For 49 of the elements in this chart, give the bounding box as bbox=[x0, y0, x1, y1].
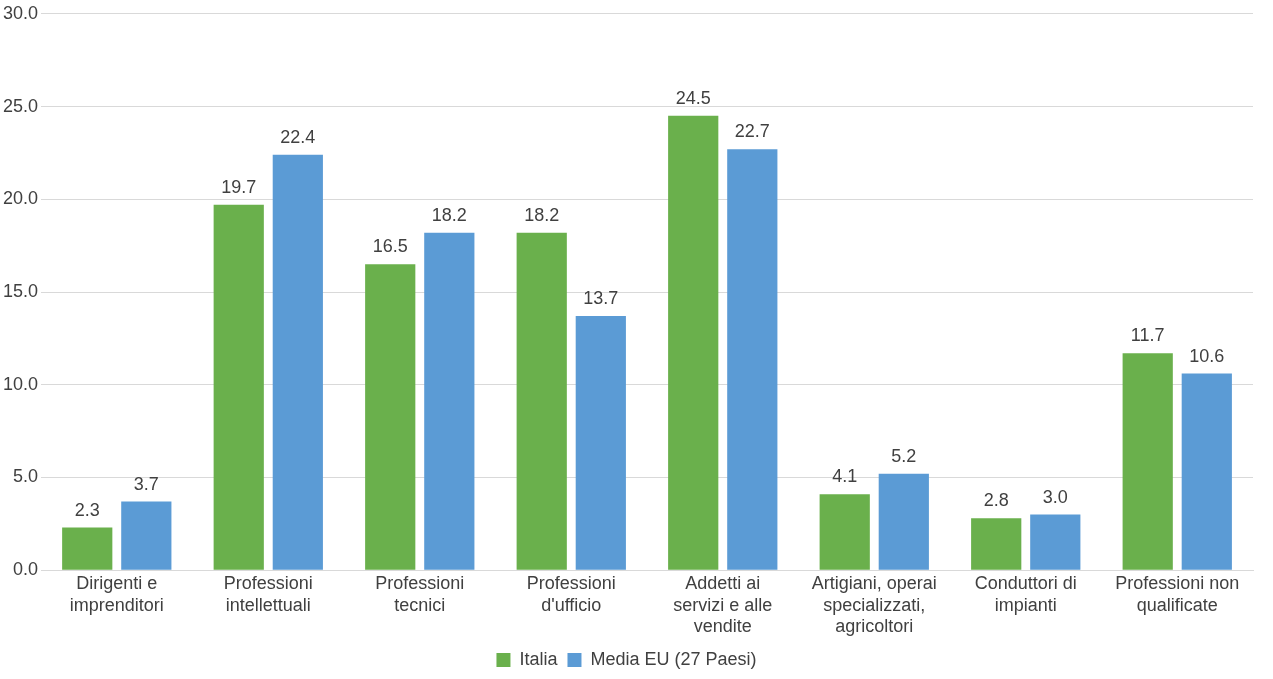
y-tick-label: 5.0 bbox=[13, 466, 39, 487]
data-label: 19.7 bbox=[221, 176, 257, 197]
data-label: 4.1 bbox=[832, 466, 858, 487]
data-label: 22.4 bbox=[280, 126, 316, 147]
legend-label: Italia bbox=[519, 648, 559, 669]
bar bbox=[1181, 373, 1232, 570]
data-label: 2.8 bbox=[983, 490, 1009, 511]
bar bbox=[971, 518, 1022, 570]
bar bbox=[878, 473, 929, 570]
bar bbox=[1122, 353, 1173, 570]
data-label: 10.6 bbox=[1189, 345, 1225, 366]
y-tick-label: 30.0 bbox=[2, 2, 39, 23]
data-label: 3.7 bbox=[133, 473, 159, 494]
bar bbox=[424, 232, 475, 570]
data-label: 22.7 bbox=[734, 121, 770, 142]
legend-label: Media EU (27 Paesi) bbox=[590, 648, 757, 669]
data-label: 13.7 bbox=[583, 288, 619, 309]
bar bbox=[516, 232, 567, 570]
y-tick-label: 20.0 bbox=[2, 188, 39, 209]
bar bbox=[727, 149, 778, 570]
bar bbox=[819, 494, 870, 570]
bar bbox=[668, 115, 719, 570]
data-label: 24.5 bbox=[675, 87, 711, 108]
y-tick-label: 25.0 bbox=[2, 95, 39, 116]
bar bbox=[1030, 514, 1081, 570]
data-label: 11.7 bbox=[1130, 325, 1165, 346]
data-label: 16.5 bbox=[372, 236, 408, 257]
x-tick-label: Artigiani, operai specializzati, agricoltori bbox=[811, 572, 937, 637]
x-tick-label: Professioni non qualificate bbox=[1115, 572, 1240, 615]
y-tick-label: 10.0 bbox=[2, 373, 39, 394]
bar bbox=[575, 316, 626, 570]
x-tick-label: Conduttori di impianti bbox=[974, 572, 1077, 615]
x-tick-label: Professioni intellettuali bbox=[223, 572, 313, 615]
x-tick-label: Dirigenti e imprenditori bbox=[69, 572, 164, 615]
bar bbox=[213, 204, 264, 570]
data-label: 18.2 bbox=[431, 204, 467, 225]
x-tick-label: Addetti ai servizi e alle vendite bbox=[673, 572, 773, 637]
data-label: 3.0 bbox=[1042, 486, 1068, 507]
bar bbox=[272, 154, 323, 570]
x-tick-label: Professioni tecnici bbox=[375, 572, 465, 615]
data-label: 2.3 bbox=[74, 499, 100, 520]
data-label: 5.2 bbox=[891, 445, 917, 466]
bar bbox=[365, 264, 416, 570]
y-tick-label: 0.0 bbox=[13, 559, 39, 580]
y-tick-label: 15.0 bbox=[2, 280, 39, 301]
bar bbox=[62, 527, 113, 570]
bar bbox=[121, 501, 172, 570]
x-tick-label: Professioni d'ufficio bbox=[526, 572, 616, 615]
data-label: 18.2 bbox=[524, 204, 560, 225]
